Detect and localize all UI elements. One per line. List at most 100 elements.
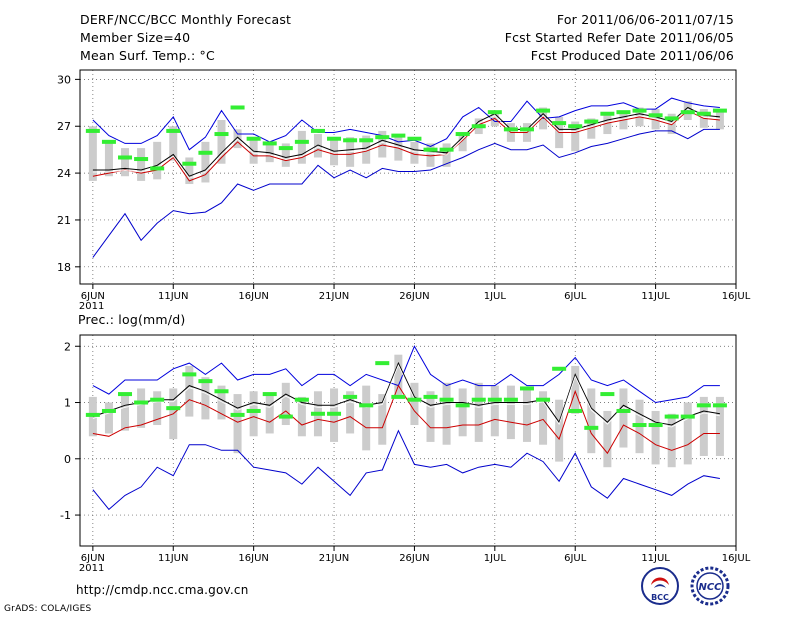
box-whisker xyxy=(539,391,548,445)
observation-mark xyxy=(375,135,390,140)
observation-mark xyxy=(632,108,647,113)
box-whisker xyxy=(603,410,612,468)
bcc-logo-text: BCC xyxy=(651,593,669,602)
observation-mark xyxy=(407,397,422,402)
observation-mark xyxy=(214,389,229,394)
box-whisker xyxy=(378,394,387,445)
precip-panel-label: Prec.: log(mm/d) xyxy=(78,312,186,327)
observation-mark xyxy=(166,406,181,411)
x-tick-label: 6JUN xyxy=(81,291,105,302)
observation-mark xyxy=(536,397,551,402)
observation-mark xyxy=(278,146,293,151)
box-whisker xyxy=(715,396,724,456)
box-whisker xyxy=(153,141,162,180)
x-tick-label: 11JUL xyxy=(641,291,670,302)
y-tick-label: 21 xyxy=(57,214,71,227)
x-tick-label: 16JUN xyxy=(238,291,268,302)
plot-frame xyxy=(79,334,737,547)
x-tick-label: 21JUN xyxy=(319,291,349,302)
min-line xyxy=(92,429,720,511)
box-whisker xyxy=(249,391,258,437)
observation-mark xyxy=(471,397,486,402)
x-tick-label: 21JUN xyxy=(319,553,349,564)
observation-mark xyxy=(182,372,197,377)
y-tick-label: 30 xyxy=(57,73,71,86)
box-whisker xyxy=(281,143,290,167)
y-tick-label: 1 xyxy=(64,397,71,410)
observation-mark xyxy=(584,119,599,124)
observation-mark xyxy=(552,121,567,126)
observation-mark xyxy=(616,408,631,413)
observation-mark xyxy=(310,128,325,133)
box-whisker xyxy=(699,396,708,456)
observation-mark xyxy=(407,136,422,141)
observation-mark xyxy=(85,128,100,133)
observation-mark xyxy=(214,132,229,137)
box-whisker xyxy=(378,130,387,158)
box-whisker xyxy=(522,388,531,442)
produced-date: Fcst Produced Date 2011/06/06 xyxy=(530,48,734,63)
observation-mark xyxy=(664,116,679,121)
observation-mark xyxy=(198,150,213,155)
observation-mark xyxy=(680,110,695,115)
observation-mark xyxy=(391,133,406,138)
box-whisker xyxy=(297,396,306,437)
mean-line-shadow xyxy=(92,109,720,179)
observation-mark xyxy=(519,386,534,391)
box-whisker xyxy=(667,413,676,468)
observation-mark xyxy=(150,166,165,171)
observation-mark xyxy=(632,423,647,428)
box-whisker xyxy=(474,382,483,442)
box-whisker xyxy=(233,394,242,454)
observation-mark xyxy=(150,397,165,402)
observation-mark xyxy=(101,139,116,144)
member-size: Member Size=40 xyxy=(80,30,191,45)
box-whisker xyxy=(394,354,403,397)
grads-credit: GrADS: COLA/IGES xyxy=(4,604,92,614)
observation-mark xyxy=(246,136,261,141)
x-tick-label: 6JUL xyxy=(564,553,587,564)
box-whisker xyxy=(185,157,194,185)
observation-mark xyxy=(519,127,534,132)
observation-mark xyxy=(536,108,551,113)
box-whisker xyxy=(281,382,290,426)
observation-mark xyxy=(294,397,309,402)
y-tick-label: 27 xyxy=(57,120,71,133)
observation-mark xyxy=(568,408,583,413)
observation-mark xyxy=(359,138,374,143)
box-whisker xyxy=(506,385,515,440)
box-whisker xyxy=(297,130,306,164)
box-whisker xyxy=(715,110,724,130)
observation-mark xyxy=(294,139,309,144)
observation-mark xyxy=(343,138,358,143)
median-line xyxy=(92,384,720,455)
mean-line-shadow xyxy=(92,364,720,428)
box-whisker xyxy=(603,113,612,135)
median-line xyxy=(92,110,720,182)
y-tick-label: 24 xyxy=(57,167,71,180)
box-whisker xyxy=(683,402,692,465)
observation-mark xyxy=(664,414,679,419)
observation-mark xyxy=(262,392,277,397)
observation-mark xyxy=(696,111,711,116)
box-whisker xyxy=(426,391,435,442)
x-tick-label: 16JUL xyxy=(722,291,751,302)
box-whisker xyxy=(587,118,596,139)
observation-mark xyxy=(487,397,502,402)
variable-label: Mean Surf. Temp.: °C xyxy=(80,48,215,63)
observation-mark xyxy=(680,414,695,419)
website-url[interactable]: http://cmdp.ncc.cma.gov.cn xyxy=(76,583,249,597)
observation-mark xyxy=(487,110,502,115)
observation-mark xyxy=(327,411,342,416)
box-whisker xyxy=(265,394,274,434)
x-tick-label: 11JUL xyxy=(641,553,670,564)
box-whisker xyxy=(137,148,146,181)
observation-mark xyxy=(375,361,390,366)
box-whisker xyxy=(587,388,596,454)
observation-mark xyxy=(118,155,133,160)
x-year-label: 2011 xyxy=(79,301,104,312)
observation-mark xyxy=(568,124,583,129)
observation-mark xyxy=(439,397,454,402)
start-refer-date: Fcst Started Refer Date 2011/06/05 xyxy=(504,30,734,45)
observation-mark xyxy=(616,110,631,115)
